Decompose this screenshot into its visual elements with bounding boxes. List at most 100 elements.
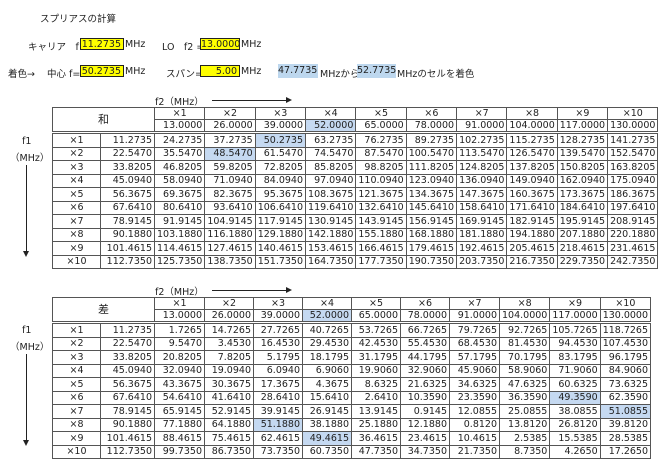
result-cell[interactable]: 116.1880 (204, 227, 256, 242)
result-cell[interactable]: 85.8205 (305, 160, 357, 175)
result-cell[interactable]: 127.4615 (204, 241, 256, 256)
f2-value-header[interactable]: 65.0000 (355, 119, 407, 134)
center-input[interactable]: 50.2735 (80, 65, 124, 77)
result-cell[interactable]: 58.0940 (153, 173, 206, 188)
result-cell[interactable]: 104.9145 (204, 214, 256, 229)
result-cell[interactable]: 4.3675 (302, 377, 352, 392)
row-multiplier[interactable]: ×8 (52, 417, 101, 432)
result-cell[interactable]: 24.2735 (153, 132, 206, 148)
result-cell[interactable]: 60.7350 (302, 444, 352, 459)
f2-value-header[interactable]: 13.0000 (153, 119, 206, 134)
result-cell[interactable]: 50.2735 (254, 132, 307, 148)
f2-value-header[interactable]: 130.0000 (599, 309, 652, 324)
row-multiplier[interactable]: ×3 (52, 350, 101, 365)
result-cell[interactable]: 49.3590 (549, 390, 601, 405)
result-cell[interactable]: 20.8205 (154, 350, 205, 365)
result-cell[interactable]: 231.4615 (607, 241, 659, 256)
f2-value-header[interactable]: 26.0000 (204, 119, 256, 134)
result-cell[interactable]: 84.0940 (254, 173, 307, 188)
result-cell[interactable]: 207.1880 (556, 227, 609, 242)
result-cell[interactable]: 37.2735 (204, 132, 256, 148)
result-cell[interactable]: 4.2650 (549, 444, 601, 459)
column-multiplier[interactable]: ×9 (549, 297, 601, 310)
f2-value-header[interactable]: 13.0000 (154, 309, 205, 324)
lo-f2-input[interactable]: 13.0000 (200, 38, 241, 50)
result-cell[interactable]: 194.1880 (506, 227, 558, 242)
result-cell[interactable]: 14.7265 (204, 322, 254, 338)
result-cell[interactable]: 124.8205 (456, 160, 508, 175)
result-cell[interactable]: 98.8205 (355, 160, 407, 175)
result-cell[interactable]: 39.9145 (253, 404, 303, 419)
f1-value[interactable]: 67.6410 (100, 200, 155, 215)
row-multiplier[interactable]: ×7 (52, 214, 101, 229)
result-cell[interactable]: 23.3590 (449, 390, 500, 405)
result-cell[interactable]: 6.0940 (253, 363, 303, 378)
result-cell[interactable]: 220.1880 (607, 227, 659, 242)
result-cell[interactable]: 10.4615 (449, 431, 500, 446)
column-multiplier[interactable]: ×5 (351, 297, 401, 310)
f2-value-header[interactable]: 39.0000 (254, 119, 307, 134)
result-cell[interactable]: 155.1880 (355, 227, 407, 242)
column-multiplier[interactable]: ×3 (254, 107, 307, 120)
result-cell[interactable]: 73.6325 (599, 377, 652, 392)
carrier-f1-input[interactable]: 11.2735 (80, 38, 124, 50)
column-multiplier[interactable]: ×6 (405, 107, 458, 120)
result-cell[interactable]: 47.6325 (498, 377, 551, 392)
result-cell[interactable]: 26.8120 (549, 417, 601, 432)
result-cell[interactable]: 114.4615 (153, 241, 206, 256)
result-cell[interactable]: 103.1880 (153, 227, 206, 242)
result-cell[interactable]: 49.4615 (302, 431, 352, 446)
result-cell[interactable]: 129.1880 (254, 227, 307, 242)
result-cell[interactable]: 190.7350 (405, 254, 458, 269)
result-cell[interactable]: 72.8205 (254, 160, 307, 175)
result-cell[interactable]: 30.3675 (204, 377, 254, 392)
result-cell[interactable]: 150.8205 (556, 160, 609, 175)
result-cell[interactable]: 140.4615 (254, 241, 307, 256)
result-cell[interactable]: 12.1880 (400, 417, 450, 432)
result-cell[interactable]: 137.8205 (506, 160, 558, 175)
result-cell[interactable]: 8.6325 (351, 377, 401, 392)
row-multiplier[interactable]: ×2 (52, 336, 101, 351)
result-cell[interactable]: 21.7350 (449, 444, 500, 459)
result-cell[interactable]: 47.7350 (351, 444, 401, 459)
result-cell[interactable]: 29.4530 (302, 336, 352, 351)
result-cell[interactable]: 160.3675 (506, 187, 558, 202)
row-multiplier[interactable]: ×1 (52, 132, 101, 148)
result-cell[interactable]: 186.3675 (607, 187, 659, 202)
f1-value[interactable]: 101.4615 (100, 431, 155, 446)
result-cell[interactable]: 10.3590 (400, 390, 450, 405)
result-cell[interactable]: 34.6325 (449, 377, 500, 392)
result-cell[interactable]: 32.9060 (400, 363, 450, 378)
result-cell[interactable]: 181.1880 (456, 227, 508, 242)
f2-value-header[interactable]: 117.0000 (549, 309, 601, 324)
result-cell[interactable]: 173.3675 (556, 187, 609, 202)
result-cell[interactable]: 0.8120 (449, 417, 500, 432)
result-cell[interactable]: 147.3675 (456, 187, 508, 202)
column-multiplier[interactable]: ×1 (154, 297, 205, 310)
result-cell[interactable]: 36.4615 (351, 431, 401, 446)
result-cell[interactable]: 16.4530 (253, 336, 303, 351)
result-cell[interactable]: 2.6410 (351, 390, 401, 405)
f1-value[interactable]: 90.1880 (100, 227, 155, 242)
f2-value-header[interactable]: 39.0000 (253, 309, 303, 324)
result-cell[interactable]: 88.4615 (154, 431, 205, 446)
result-cell[interactable]: 111.8205 (405, 160, 458, 175)
column-multiplier[interactable]: ×2 (204, 297, 254, 310)
result-cell[interactable]: 63.2735 (305, 132, 357, 148)
result-cell[interactable]: 3.4530 (204, 336, 254, 351)
result-cell[interactable]: 208.9145 (607, 214, 659, 229)
result-cell[interactable]: 82.3675 (204, 187, 256, 202)
f1-value[interactable]: 67.6410 (100, 390, 155, 405)
result-cell[interactable]: 151.7350 (254, 254, 307, 269)
result-cell[interactable]: 21.6325 (400, 377, 450, 392)
result-cell[interactable]: 52.9145 (204, 404, 254, 419)
result-cell[interactable]: 153.4615 (305, 241, 357, 256)
f2-value-header[interactable]: 130.0000 (607, 119, 659, 134)
f2-value-header[interactable]: 52.0000 (305, 119, 357, 134)
column-multiplier[interactable]: ×6 (400, 297, 450, 310)
result-cell[interactable]: 73.7350 (253, 444, 303, 459)
row-multiplier[interactable]: ×3 (52, 160, 101, 175)
f1-value[interactable]: 78.9145 (100, 214, 155, 229)
table-title[interactable]: 和 (52, 107, 155, 134)
result-cell[interactable]: 94.4530 (549, 336, 601, 351)
